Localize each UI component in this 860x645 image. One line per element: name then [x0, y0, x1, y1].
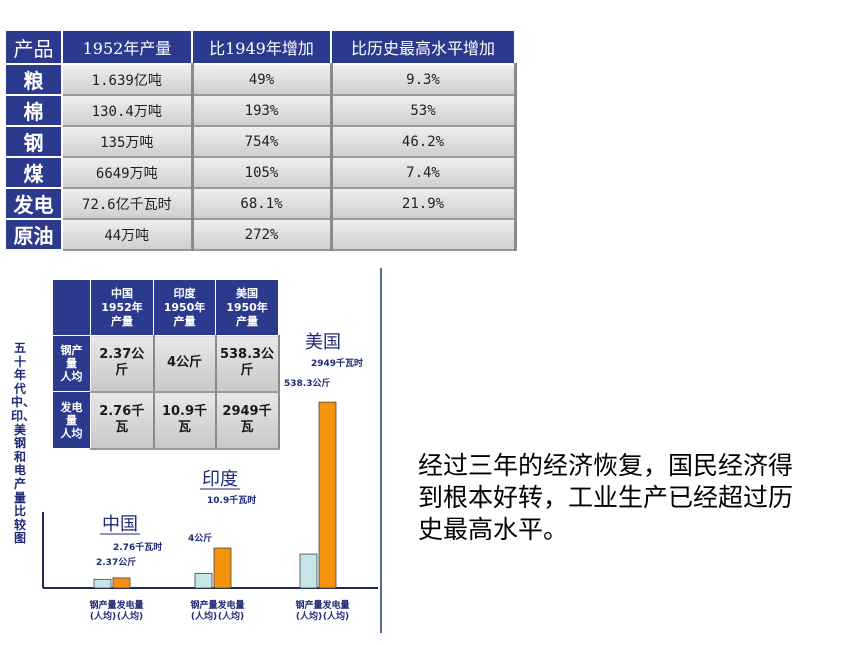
country-name: 印度 [202, 469, 238, 490]
cell-vs-record [330, 218, 517, 251]
comparison-value: 2.76千瓦 [90, 391, 155, 450]
country-name: 美国 [305, 332, 341, 353]
cell-output-1952: 72.6亿千瓦时 [61, 187, 194, 220]
power-value-label: 10.9千瓦时 [207, 494, 256, 506]
x-label-power: 发电量 [115, 599, 143, 611]
comparison-value: 2949千瓦 [215, 391, 280, 450]
bar-power-1 [112, 577, 131, 589]
cell-output-1952: 6649万吨 [61, 156, 194, 189]
table-row: 钢 135万吨 754% 46.2% [4, 125, 517, 158]
bar-steel-1 [93, 578, 112, 589]
cell-vs-record: 53% [330, 94, 517, 127]
x-label-steel: 钢产量 [295, 599, 322, 611]
x-sublabel-power: (人均) [323, 610, 349, 622]
cell-vs-record: 7.4% [330, 156, 517, 189]
x-sublabel-power: (人均) [218, 610, 244, 622]
cell-output-1952: 135万吨 [61, 125, 194, 158]
steel-value-label: 2.37公斤 [96, 556, 136, 568]
header-output-1952: 1952年产量 [61, 29, 193, 65]
country-name: 中国 [102, 514, 138, 535]
cell-vs-record: 46.2% [330, 125, 517, 158]
bar-steel-3 [299, 553, 318, 589]
table-row: 原油 44万吨 272% [4, 218, 517, 251]
steel-value-label: 538.3公斤 [284, 377, 330, 389]
chart-vertical-title: 五十年代中、印、美钢和电产量比较图 [11, 341, 36, 546]
cell-vs-1949: 68.1% [191, 187, 333, 220]
cell-vs-1949: 49% [191, 63, 333, 96]
row-product: 钢 [4, 125, 63, 158]
steel-value-label: 4公斤 [188, 532, 212, 544]
x-label-steel: 钢产量 [89, 599, 116, 611]
x-sublabel-steel: (人均) [191, 610, 217, 622]
comparison-value: 538.3公斤 [215, 335, 280, 393]
cell-vs-1949: 754% [191, 125, 333, 158]
comparison-row-power: 发电量人均 2.76千瓦 10.9千瓦 2949千瓦 [52, 391, 280, 450]
comparison-table: 中国 1952年 产量 印度 1950年 产量 美国 1950年 产量 钢产量人均 2.37… [52, 279, 280, 450]
header-vs-1949: 比1949年增加 [191, 29, 332, 65]
comparison-panel: 中国 2.37公斤 2.76千瓦时 钢产量 发电量 (人均) (人均) 印度 4公斤 10.9千瓦… [0, 262, 382, 632]
cell-vs-record: 9.3% [330, 63, 517, 96]
table-row: 粮 1.639亿吨 49% 9.3% [4, 63, 517, 96]
cell-output-1952: 1.639亿吨 [61, 63, 194, 96]
row-product: 煤 [4, 156, 63, 189]
comparison-header-china: 中国 1952年 产量 [90, 279, 154, 336]
comparison-header-usa: 美国 1950年 产量 [215, 279, 279, 336]
comparison-corner [52, 279, 91, 336]
x-sublabel-steel: (人均) [90, 610, 116, 622]
header-product: 产品 [4, 29, 63, 65]
comparison-header-india: 印度 1950年 产量 [153, 279, 216, 336]
cell-output-1952: 130.4万吨 [61, 94, 194, 127]
production-table: 产品 1952年产量 比1949年增加 比历史最高水平增加 粮 1.639亿吨 49… [4, 29, 517, 251]
table-row: 棉 130.4万吨 193% 53% [4, 94, 517, 127]
row-product: 发电 [4, 187, 63, 220]
comparison-row-label: 发电量人均 [52, 391, 91, 449]
cell-output-1952: 44万吨 [61, 218, 194, 251]
bar-power-3 [318, 401, 337, 589]
table-header-row: 产品 1952年产量 比1949年增加 比历史最高水平增加 [4, 29, 516, 65]
comparison-row-label: 钢产量人均 [52, 335, 91, 392]
power-value-label: 2949千瓦时 [311, 357, 363, 369]
comparison-value: 10.9千瓦 [153, 391, 217, 450]
table-row: 发电 72.6亿千瓦时 68.1% 21.9% [4, 187, 517, 220]
row-product: 原油 [4, 218, 63, 251]
x-label-power: 发电量 [216, 599, 244, 611]
cell-vs-1949: 272% [191, 218, 333, 251]
x-sublabel-power: (人均) [117, 610, 143, 622]
cell-vs-1949: 105% [191, 156, 333, 189]
cell-vs-record: 21.9% [330, 187, 517, 220]
row-product: 棉 [4, 94, 63, 127]
summary-text: 经过三年的经济恢复，国民经济得到根本好转，工业生产已经超过历史最高水平。 [418, 451, 794, 544]
cell-vs-1949: 193% [191, 94, 333, 127]
power-value-label: 2.76千瓦时 [113, 541, 162, 553]
x-label-steel: 钢产量 [190, 599, 217, 611]
header-vs-record: 比历史最高水平增加 [330, 29, 516, 65]
comparison-row-steel: 钢产量人均 2.37公斤 4公斤 538.3公斤 [52, 335, 280, 393]
bar-power-2 [213, 547, 232, 589]
panel-divider [380, 268, 382, 633]
bar-steel-2 [194, 572, 213, 589]
table-row: 煤 6649万吨 105% 7.4% [4, 156, 517, 189]
comparison-value: 2.37公斤 [90, 335, 155, 393]
x-sublabel-steel: (人均) [296, 610, 322, 622]
comparison-value: 4公斤 [153, 335, 217, 393]
comparison-header-row: 中国 1952年 产量 印度 1950年 产量 美国 1950年 产量 [52, 279, 279, 336]
x-label-power: 发电量 [321, 599, 349, 611]
row-product: 粮 [4, 63, 63, 96]
